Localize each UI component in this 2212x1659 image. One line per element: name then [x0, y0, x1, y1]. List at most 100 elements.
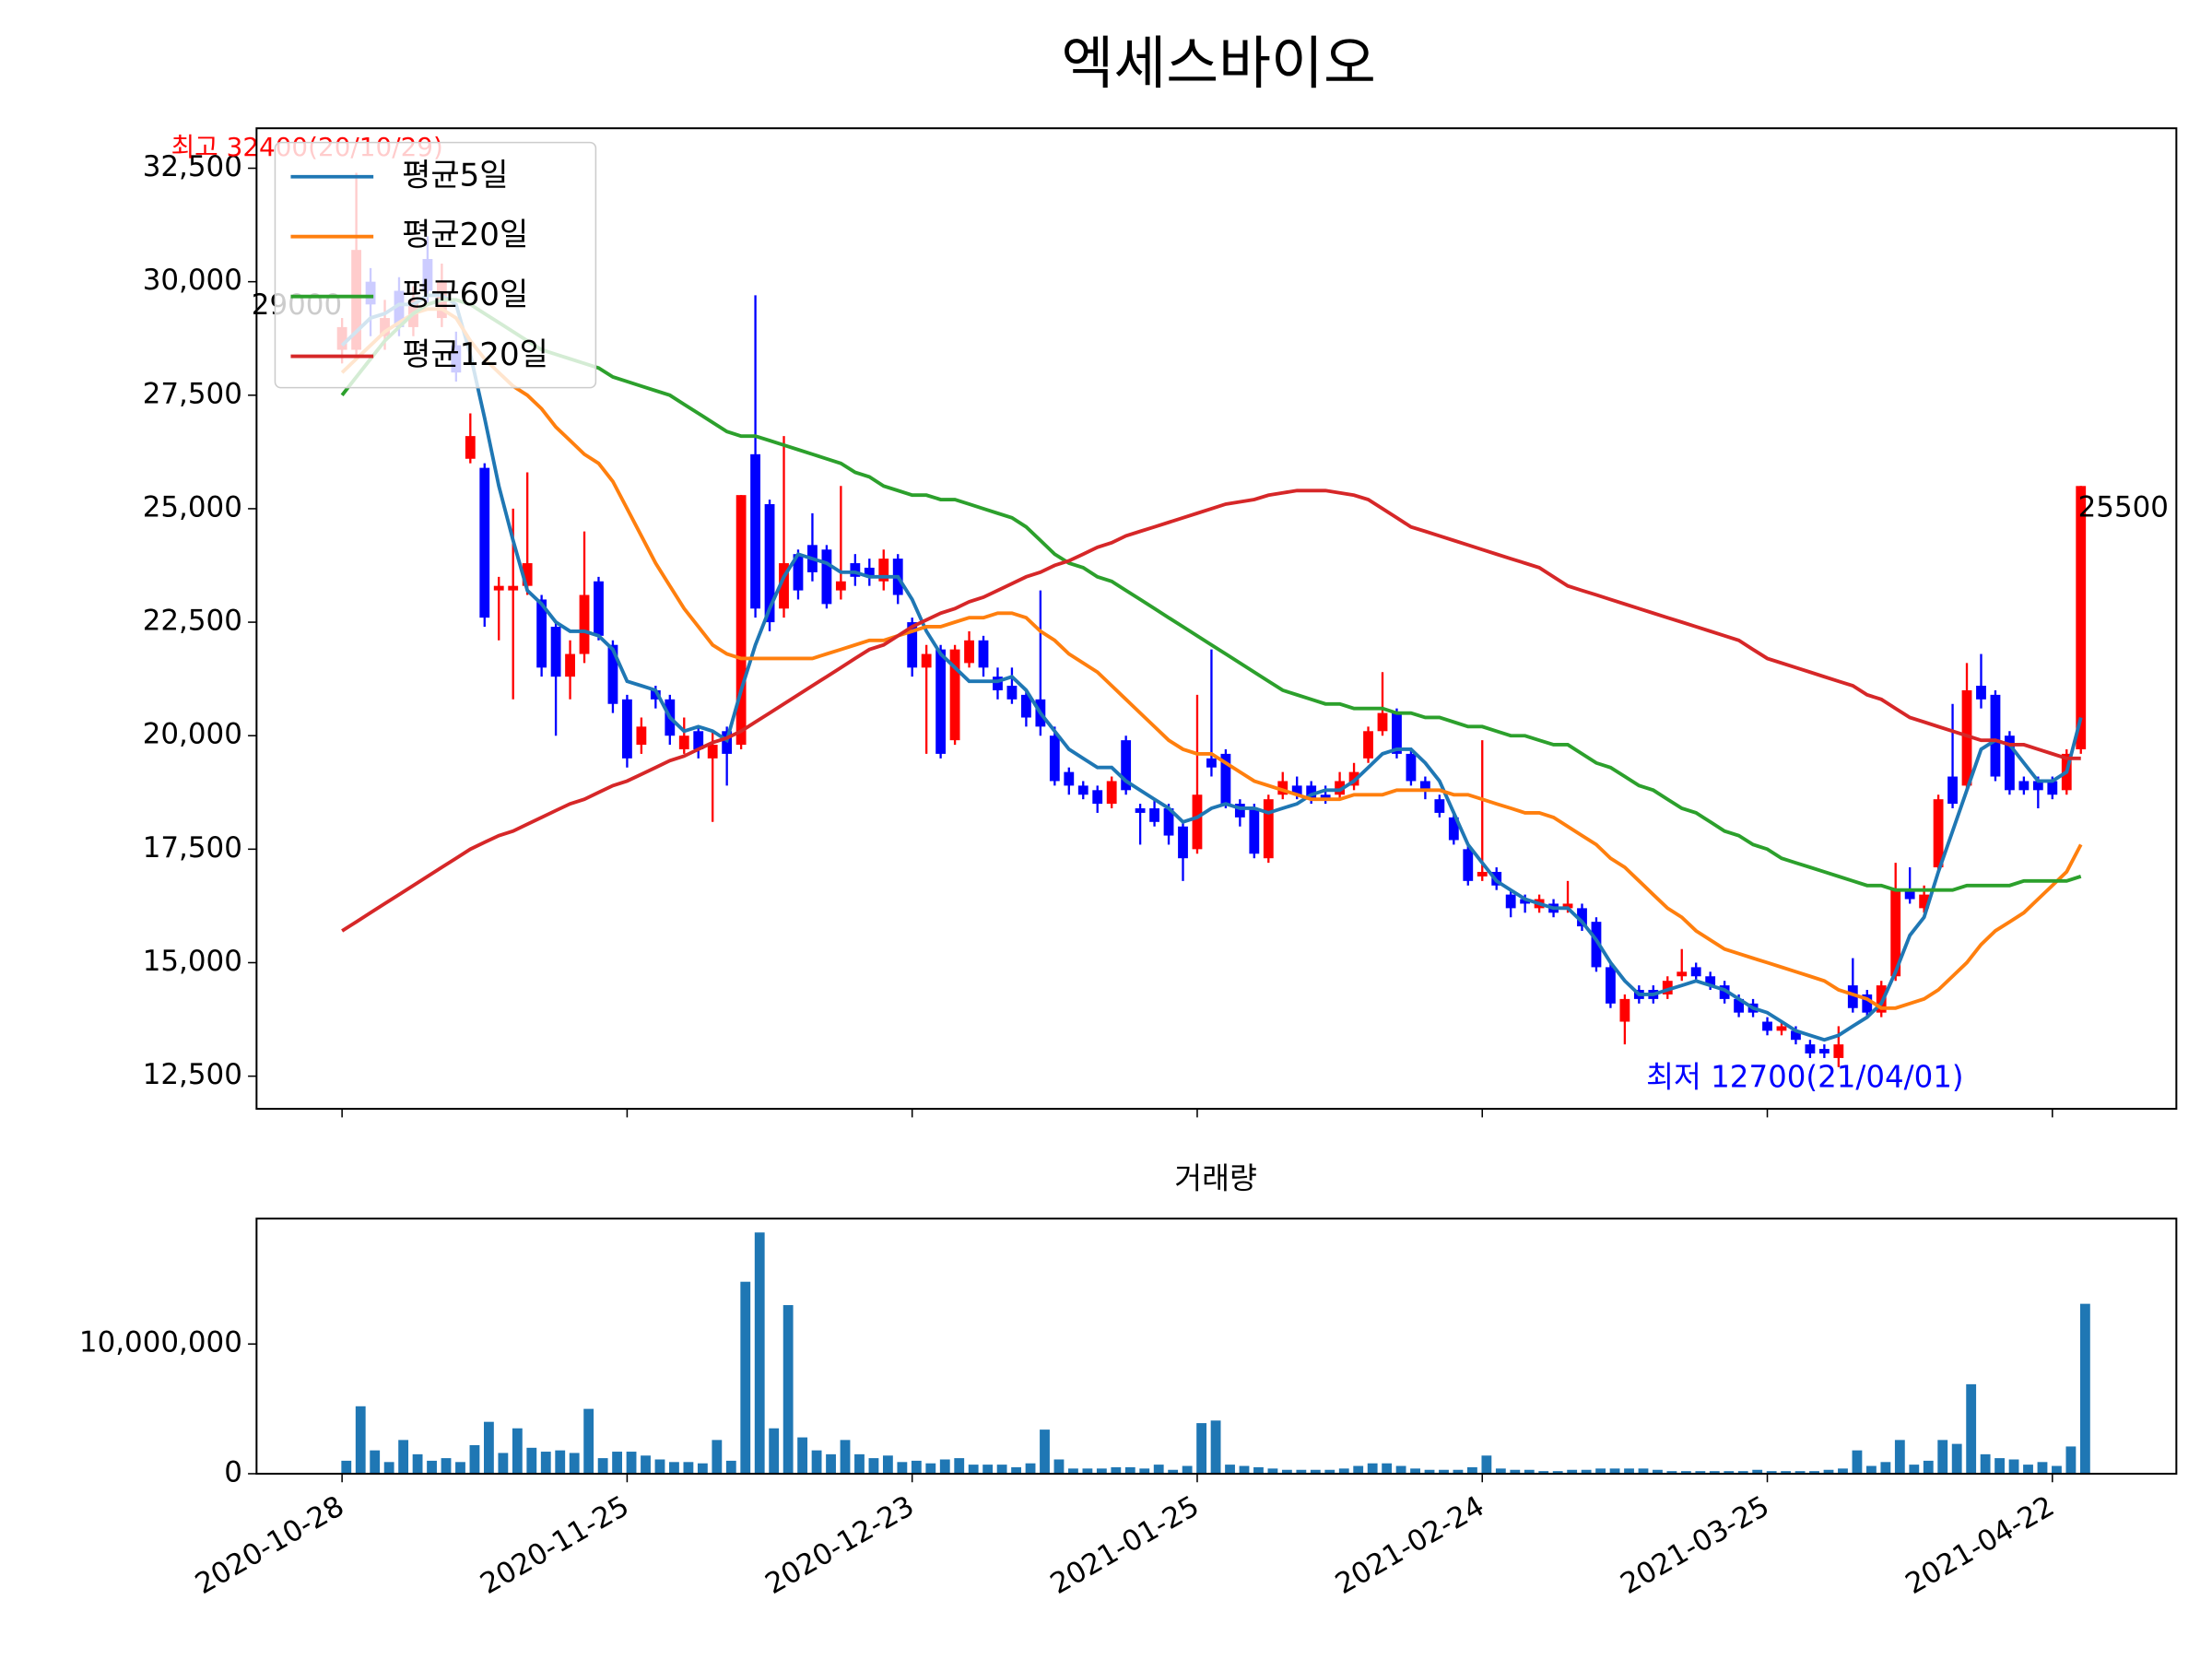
candle-body [1463, 849, 1474, 881]
candle-body [1776, 1026, 1787, 1031]
volume-bar [1439, 1469, 1449, 1474]
volume-bar [1724, 1471, 1735, 1474]
candle-body [1818, 1049, 1830, 1054]
candle-body [1762, 1021, 1772, 1031]
volume-bar [1182, 1465, 1193, 1474]
candle-body [1135, 808, 1146, 813]
ma-line [340, 293, 2083, 1042]
y-tick-label: 12,500 [143, 1058, 242, 1091]
candle-body [550, 627, 561, 677]
legend-box [274, 141, 597, 389]
candle-body [1862, 994, 1873, 1013]
volume-bar [782, 1305, 794, 1474]
volume-bar [1367, 1463, 1378, 1474]
y-tick-label: 17,500 [143, 831, 242, 865]
volume-bar [2008, 1459, 2019, 1474]
volume-bar [569, 1453, 580, 1474]
candle-body [1791, 1030, 1801, 1041]
volume-bar [725, 1460, 736, 1474]
volume-bar [612, 1452, 622, 1474]
candle-body [935, 649, 947, 754]
candle-body [1277, 781, 1288, 795]
candle-body [1178, 826, 1188, 859]
volume-bar [1281, 1469, 1292, 1474]
volume-bar [882, 1455, 893, 1474]
candle-body [1876, 985, 1887, 1013]
candle-body [949, 649, 960, 741]
candle-body [1392, 712, 1402, 754]
volume-bar [1467, 1466, 1477, 1474]
candle-body [793, 554, 804, 591]
legend-label: 평균20일 [402, 217, 528, 253]
candle-body [607, 644, 618, 704]
volume-bar [1880, 1462, 1891, 1474]
volume-bar [1124, 1466, 1135, 1474]
volume-bar [398, 1440, 409, 1474]
candle-body [1234, 804, 1245, 818]
volume-bar [1025, 1463, 1036, 1474]
volume-bar [1781, 1471, 1792, 1474]
volume-bar [1225, 1465, 1235, 1474]
volume-bar [1495, 1468, 1506, 1474]
candle-body [1833, 1044, 1844, 1058]
volume-bar [484, 1421, 494, 1474]
y-tick-label: 22,500 [143, 605, 242, 638]
candle-body [779, 563, 789, 609]
candle-body [1064, 771, 1075, 786]
volume-bar [1581, 1469, 1592, 1474]
candle-body [493, 585, 504, 591]
volume-bar [1196, 1423, 1207, 1474]
volume-bar [1909, 1465, 1920, 1474]
candle-body [2005, 735, 2015, 791]
volume-bar [740, 1281, 751, 1474]
candle-body [1020, 694, 1031, 718]
candle-body [508, 585, 519, 591]
volume-bar [769, 1428, 780, 1474]
candle-body [707, 745, 718, 759]
candle-body [636, 726, 647, 746]
candle-body [678, 735, 689, 749]
y-tick-label: 0 [224, 1455, 242, 1488]
plot-frame [255, 127, 2178, 1111]
candle-body [1106, 781, 1117, 805]
volume-bar [597, 1458, 608, 1474]
y-tick-label: 27,500 [143, 377, 242, 410]
candle-body [1890, 889, 1901, 977]
volume-bar [1666, 1471, 1677, 1474]
candle-body [921, 653, 932, 668]
volume-bar [968, 1465, 979, 1474]
candle-body [1805, 1044, 1816, 1054]
annotation: 25500 [2078, 491, 2169, 524]
candle-body [1220, 753, 1231, 805]
candle-body [1306, 785, 1317, 800]
volume-bar [1382, 1463, 1393, 1474]
volume-bar [1510, 1469, 1521, 1474]
volume-bar [811, 1450, 822, 1474]
volume-bar [1951, 1443, 1962, 1474]
volume-bar [1638, 1468, 1649, 1474]
candle-body [1434, 799, 1445, 813]
candle-body [850, 563, 861, 577]
y-tick-label: 20,000 [143, 718, 242, 751]
volume-bar [1011, 1466, 1021, 1474]
candle-body [1690, 967, 1701, 977]
volume-bar [654, 1459, 665, 1474]
candle-body [2018, 781, 2030, 791]
volume-bar [939, 1459, 950, 1474]
volume-bar [712, 1440, 723, 1474]
volume-bar [469, 1445, 480, 1474]
candle-body [964, 640, 974, 664]
ma-line [340, 307, 2083, 1010]
candle-body [479, 467, 490, 618]
candle-body [1904, 889, 1915, 900]
volume-bar [683, 1462, 694, 1474]
volume-bar [641, 1455, 651, 1474]
volume-bar [1538, 1471, 1549, 1474]
volume-bar [526, 1447, 537, 1474]
candle-body [1049, 735, 1060, 782]
candle-body [1591, 922, 1602, 968]
legend-label: 평균120일 [402, 336, 548, 373]
volume-bar [1453, 1469, 1464, 1474]
volume-bar [1980, 1453, 1991, 1474]
y-tick-label: 30,000 [143, 264, 242, 297]
